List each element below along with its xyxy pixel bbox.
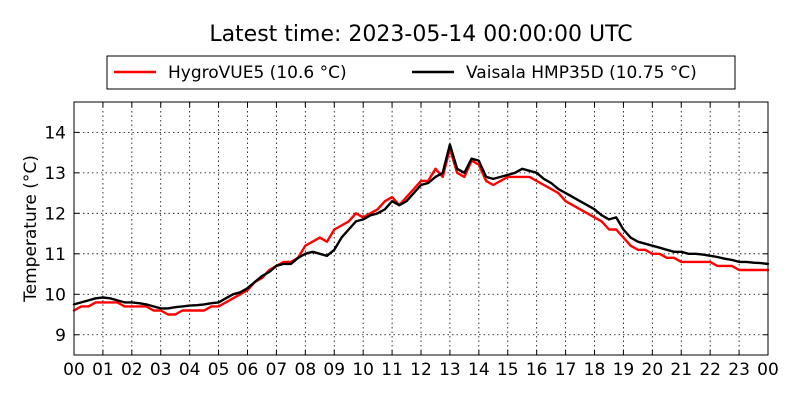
x-tick-label: 15 (497, 360, 519, 380)
x-tick-label: 22 (699, 360, 721, 380)
y-tick-label: 11 (44, 245, 66, 265)
legend-label-hygrovue5: HygroVUE5 (10.6 °C) (168, 63, 347, 83)
x-tick-label: 23 (728, 360, 750, 380)
x-tick-label: 01 (92, 360, 114, 380)
x-tick-label: 11 (381, 360, 403, 380)
x-tick-label: 08 (295, 360, 317, 380)
y-axis-label: Temperature (°C) (21, 155, 41, 303)
x-tick-label: 00 (63, 360, 85, 380)
x-tick-label: 18 (584, 360, 606, 380)
y-tick-label: 10 (44, 285, 66, 305)
y-tick-label: 9 (55, 326, 66, 346)
y-tick-labels: 9 10 11 12 13 14 (44, 123, 66, 345)
x-tick-label: 09 (323, 360, 345, 380)
x-tick-label: 05 (208, 360, 230, 380)
x-tick-labels: 00 01 02 03 04 05 06 07 08 09 10 11 12 13 14 15 16 17 18 19… (63, 360, 779, 380)
y-tick-label: 14 (44, 123, 66, 143)
x-tick-label: 16 (526, 360, 548, 380)
x-tick-label: 19 (613, 360, 635, 380)
series-line-vaisala (72, 143, 770, 310)
chart-title: Latest time: 2023-05-14 00:00:00 UTC (209, 22, 632, 47)
x-tick-label: 06 (237, 360, 259, 380)
x-tick-label: 20 (642, 360, 664, 380)
x-tick-label: 14 (468, 360, 490, 380)
legend: HygroVUE5 (10.6 °C) Vaisala HMP35D (10.7… (106, 55, 736, 90)
series-layer (72, 143, 770, 316)
x-tick-label: 17 (555, 360, 577, 380)
grid (74, 102, 768, 355)
x-tick-label: 13 (439, 360, 461, 380)
x-tick-label: 04 (179, 360, 201, 380)
x-tick-label: 12 (410, 360, 432, 380)
y-tick-label: 12 (44, 204, 66, 224)
y-tick-label: 13 (44, 164, 66, 184)
legend-label-vaisala: Vaisala HMP35D (10.75 °C) (466, 63, 697, 83)
series-line-hygrovue5 (72, 147, 770, 316)
ticks (73, 102, 769, 355)
x-tick-label: 02 (121, 360, 143, 380)
x-tick-label: 07 (266, 360, 288, 380)
x-tick-label: 03 (150, 360, 172, 380)
x-tick-label: 21 (670, 360, 692, 380)
x-tick-label: 10 (352, 360, 374, 380)
x-tick-label: 00 (757, 360, 779, 380)
